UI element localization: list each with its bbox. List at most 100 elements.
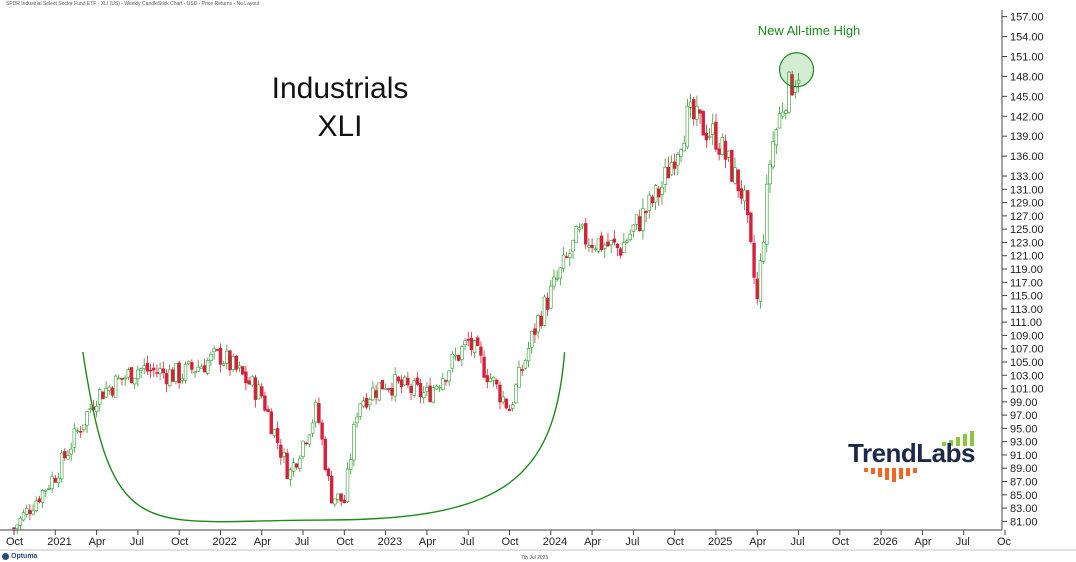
candle-body bbox=[450, 353, 455, 369]
y-tick-label: 87.00 bbox=[1010, 477, 1038, 489]
candle-body bbox=[707, 136, 712, 138]
candle-body bbox=[37, 498, 42, 503]
candle-body bbox=[374, 390, 378, 398]
candle-body bbox=[40, 489, 45, 503]
candle-body bbox=[352, 424, 356, 461]
candle-body bbox=[682, 143, 686, 152]
rounding-bottom-arc bbox=[82, 351, 566, 523]
candle-body bbox=[742, 189, 747, 202]
candle-body bbox=[498, 384, 502, 403]
candle-body bbox=[186, 360, 191, 365]
candle-body bbox=[234, 355, 239, 370]
candle-body bbox=[282, 451, 286, 457]
candle-body bbox=[736, 169, 740, 192]
candle-body bbox=[463, 340, 467, 346]
candle-body bbox=[383, 388, 388, 390]
candle-body bbox=[660, 186, 664, 196]
candle-body bbox=[342, 499, 347, 504]
candle-body bbox=[765, 183, 769, 245]
logo-text: TrendLabs bbox=[848, 438, 975, 468]
candle-body bbox=[237, 365, 242, 369]
candle-body bbox=[104, 387, 108, 398]
candle-body bbox=[526, 348, 531, 362]
candle-body bbox=[183, 363, 188, 381]
candle-body bbox=[266, 409, 270, 412]
y-tick-label: 145.00 bbox=[1010, 91, 1044, 103]
candle-body bbox=[415, 377, 420, 385]
candle-body bbox=[425, 387, 429, 392]
candle-body bbox=[692, 99, 696, 120]
candle-body bbox=[326, 468, 331, 477]
candle-body bbox=[530, 330, 534, 348]
x-tick-label: Apr bbox=[419, 536, 436, 548]
chart-date: 7th Jul 2025 bbox=[521, 555, 549, 561]
y-tick-label: 157.00 bbox=[1010, 12, 1044, 24]
candle-body bbox=[307, 434, 312, 445]
x-tick-label: Apr bbox=[89, 536, 106, 548]
candle-body bbox=[704, 132, 709, 141]
y-tick-label: 121.00 bbox=[1010, 251, 1044, 263]
candle-body bbox=[148, 369, 153, 372]
y-tick-label: 105.00 bbox=[1010, 357, 1044, 369]
x-tick-label: 2021 bbox=[47, 536, 71, 548]
y-tick-label: 109.00 bbox=[1010, 330, 1044, 342]
candle-body bbox=[479, 346, 483, 356]
candle-body bbox=[663, 166, 667, 185]
candle-body bbox=[167, 369, 172, 387]
y-tick-label: 89.00 bbox=[1010, 463, 1038, 475]
candle-body bbox=[132, 377, 137, 385]
ath-circle bbox=[778, 52, 815, 88]
optuma-label: Optuma bbox=[11, 553, 38, 560]
x-tick-label: Jul bbox=[130, 536, 144, 548]
chart-header: SPDR Industrial Select Sector Fund ETF -… bbox=[6, 1, 260, 7]
candle-body bbox=[72, 428, 77, 448]
candle-body bbox=[272, 429, 277, 437]
y-tick-label: 148.00 bbox=[1010, 71, 1044, 83]
candle-body bbox=[21, 512, 26, 521]
candle-body bbox=[34, 500, 38, 511]
candle-body bbox=[453, 354, 458, 357]
candle-body bbox=[161, 368, 165, 373]
logo-bar-orange bbox=[871, 468, 875, 474]
candle-body bbox=[672, 161, 677, 169]
y-tick-label: 123.00 bbox=[1010, 237, 1044, 249]
candle-body bbox=[488, 378, 493, 382]
candle-body bbox=[466, 339, 470, 341]
candle-body bbox=[250, 376, 254, 386]
candle-body bbox=[345, 468, 350, 502]
candle-body bbox=[199, 366, 204, 369]
candle-body bbox=[650, 196, 655, 204]
candle-body bbox=[368, 399, 372, 406]
candle-body bbox=[749, 212, 753, 242]
x-tick-label: Oct bbox=[502, 536, 519, 548]
candle-body bbox=[88, 408, 92, 410]
candle-body bbox=[18, 517, 23, 526]
candle-body bbox=[558, 267, 563, 279]
candle-body bbox=[399, 379, 404, 388]
x-tick-label: Jul bbox=[791, 536, 805, 548]
y-tick-label: 81.00 bbox=[1010, 516, 1038, 528]
y-tick-label: 95.00 bbox=[1010, 423, 1038, 435]
candle-body bbox=[669, 162, 674, 176]
y-tick-label: 103.00 bbox=[1010, 370, 1044, 382]
candle-body bbox=[323, 438, 327, 471]
candle-body bbox=[631, 224, 636, 232]
candle-body bbox=[377, 382, 381, 401]
candle-body bbox=[587, 245, 591, 248]
logo-bar-orange bbox=[878, 468, 882, 477]
candle-body bbox=[28, 510, 32, 515]
candle-body bbox=[777, 113, 782, 129]
candle-body bbox=[218, 347, 223, 365]
candle-body bbox=[304, 442, 308, 445]
candle-body bbox=[44, 489, 48, 492]
candle-body bbox=[253, 377, 258, 400]
candle-body bbox=[720, 137, 725, 155]
candle-body bbox=[129, 367, 134, 384]
candle-body bbox=[615, 243, 620, 249]
logo-bars-icon bbox=[864, 431, 974, 482]
x-tick-label: Oct bbox=[832, 536, 849, 548]
x-tick-label: Apr bbox=[584, 536, 601, 548]
x-tick-label: Jul bbox=[295, 536, 309, 548]
candle-body bbox=[714, 121, 718, 150]
